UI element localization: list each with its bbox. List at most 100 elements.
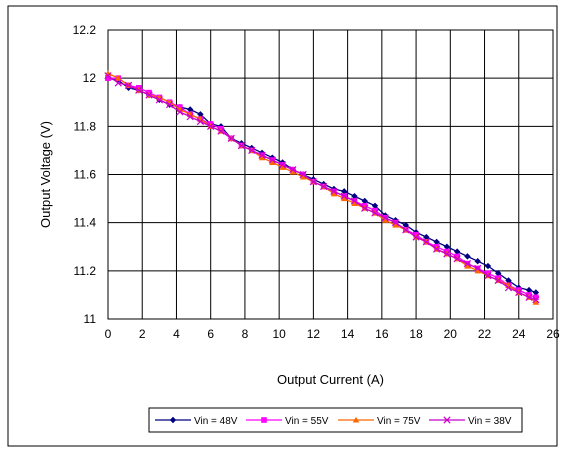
data-point: [443, 243, 451, 250]
data-point: [289, 166, 297, 174]
data-point: [330, 190, 338, 197]
y-axis-title: Output Voltage (V): [38, 121, 53, 228]
x-tick-label: 16: [375, 327, 389, 341]
data-point: [464, 253, 471, 260]
data-point: [350, 197, 359, 205]
legend-marker: [443, 416, 451, 424]
data-point: [165, 101, 174, 109]
y-tick-labels: 11 11.2 11.4 11.6 11.8 12 12.2: [73, 23, 97, 326]
x-tick-label: 20: [444, 327, 458, 341]
data-point: [371, 209, 379, 217]
x-tick-label: 22: [478, 327, 492, 341]
y-tick-label: 11.8: [74, 119, 97, 133]
data-point: [299, 170, 307, 179]
data-point: [525, 293, 533, 301]
data-point: [115, 74, 122, 81]
data-point: [340, 195, 348, 202]
data-point: [412, 233, 420, 241]
data-point: [453, 255, 461, 263]
x-tick-label: 6: [207, 327, 214, 341]
data-point: [330, 187, 338, 195]
legend-item: Vin = 55V: [246, 416, 329, 427]
data-point: [340, 192, 348, 200]
data-point: [124, 81, 133, 90]
data-point: [248, 146, 256, 155]
x-tick-label: 2: [139, 327, 146, 341]
data-point: [176, 108, 184, 116]
data-point: [525, 286, 533, 294]
legend-label: Vin = 48V: [194, 416, 238, 427]
x-tick-label: 26: [546, 327, 560, 341]
x-tick-label: 0: [105, 327, 112, 341]
data-point: [532, 298, 540, 305]
data-point: [392, 221, 399, 228]
data-point: [186, 113, 194, 121]
y-tick-label: 11: [84, 312, 97, 326]
data-point: [505, 277, 512, 284]
data-point: [269, 159, 276, 166]
data-point: [207, 122, 215, 130]
legend-item: Vin = 38V: [429, 416, 512, 427]
data-point: [474, 267, 481, 274]
y-tick-label: 11.6: [74, 168, 97, 182]
data-point: [391, 219, 400, 227]
data-point: [361, 197, 368, 205]
data-point: [464, 262, 471, 269]
data-point: [402, 221, 410, 229]
data-point: [340, 188, 348, 195]
data-point: [453, 248, 461, 255]
data-point: [484, 262, 492, 270]
data-point: [237, 141, 246, 150]
x-tick-labels: 0 2 4 6 8 10 12 14 16 18 20 22 24 26: [105, 327, 560, 341]
x-tick-label: 24: [512, 327, 526, 341]
data-point: [196, 117, 205, 126]
legend-item: Vin = 48V: [155, 416, 238, 427]
data-point: [309, 178, 318, 186]
data-point: [432, 245, 441, 253]
data-point: [105, 75, 111, 81]
data-point: [371, 202, 379, 210]
legend-marker: [352, 416, 360, 423]
data-point: [155, 96, 163, 104]
x-tick-label: 10: [272, 327, 286, 341]
legend-label: Vin = 55V: [285, 416, 329, 427]
x-tick-label: 4: [173, 327, 180, 341]
data-point: [381, 214, 389, 222]
y-tick-label: 12: [83, 71, 97, 85]
data-point: [423, 233, 430, 241]
chart-frame: [7, 5, 558, 447]
data-point: [463, 259, 472, 268]
data-point: [268, 156, 276, 164]
data-point: [289, 168, 297, 175]
plot-area: [107, 29, 554, 320]
data-point: [443, 250, 451, 258]
data-point: [104, 72, 112, 80]
data-point: [433, 238, 440, 246]
data-point: [278, 161, 287, 169]
x-tick-label: 8: [242, 327, 249, 341]
y-tick-label: 11.4: [74, 216, 97, 230]
data-point: [422, 238, 430, 246]
series-3: [104, 72, 540, 304]
data-point: [495, 270, 502, 277]
y-tick-label: 11.2: [74, 264, 97, 278]
legend-item: Vin = 75V: [338, 416, 421, 427]
series-layer: [104, 70, 540, 305]
legend-marker: [169, 416, 177, 424]
data-point: [351, 200, 358, 206]
data-point: [361, 204, 369, 212]
data-point: [197, 111, 204, 118]
data-point: [258, 154, 266, 161]
legend-label: Vin = 38V: [468, 416, 512, 427]
legend-marker: [261, 417, 267, 423]
data-point: [217, 127, 225, 135]
legend: Vin = 48V Vin = 55V Vin = 75V Vin = 38V: [148, 407, 523, 433]
data-point: [320, 182, 328, 191]
x-tick-label: 18: [409, 327, 423, 341]
data-point: [474, 258, 481, 265]
data-point: [402, 226, 410, 234]
data-point: [382, 217, 389, 223]
data-point: [533, 294, 539, 301]
data-point: [494, 276, 502, 285]
